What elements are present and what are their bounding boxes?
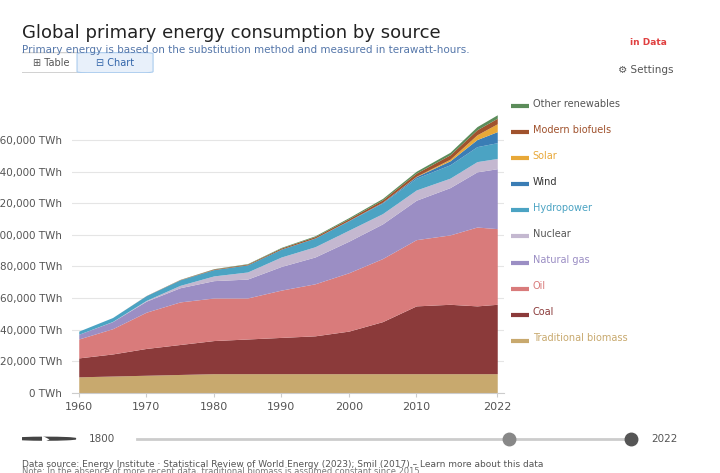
Text: Note: In the absence of more recent data, traditional biomass is assumed constan: Note: In the absence of more recent data… — [22, 467, 422, 473]
Text: Coal: Coal — [533, 307, 554, 317]
Text: Traditional biomass: Traditional biomass — [533, 333, 627, 343]
Text: 1800: 1800 — [89, 434, 115, 444]
Text: Natural gas: Natural gas — [533, 255, 590, 265]
Text: Other renewables: Other renewables — [533, 99, 620, 109]
FancyBboxPatch shape — [15, 53, 86, 73]
Text: ⊞ Table: ⊞ Table — [33, 58, 70, 68]
Text: Modern biofuels: Modern biofuels — [533, 125, 611, 135]
Text: Our World: Our World — [622, 24, 674, 33]
Text: Solar: Solar — [533, 151, 557, 161]
Text: Wind: Wind — [533, 177, 557, 187]
Text: ⊟ Chart: ⊟ Chart — [96, 58, 134, 68]
Circle shape — [15, 438, 76, 440]
Text: 2022: 2022 — [651, 434, 678, 444]
Text: Nuclear: Nuclear — [533, 229, 570, 239]
Text: ▶: ▶ — [42, 434, 49, 444]
FancyBboxPatch shape — [77, 53, 153, 73]
Text: Oil: Oil — [533, 281, 546, 291]
Text: Global primary energy consumption by source: Global primary energy consumption by sou… — [22, 24, 440, 42]
Text: in Data: in Data — [629, 38, 667, 47]
Text: Primary energy is based on the substitution method and measured in terawatt-hour: Primary energy is based on the substitut… — [22, 45, 469, 55]
Text: Data source: Energy Institute · Statistical Review of World Energy (2023); Smil : Data source: Energy Institute · Statisti… — [22, 460, 543, 469]
Text: Hydropower: Hydropower — [533, 203, 592, 213]
Text: ⚙ Settings: ⚙ Settings — [618, 65, 673, 75]
